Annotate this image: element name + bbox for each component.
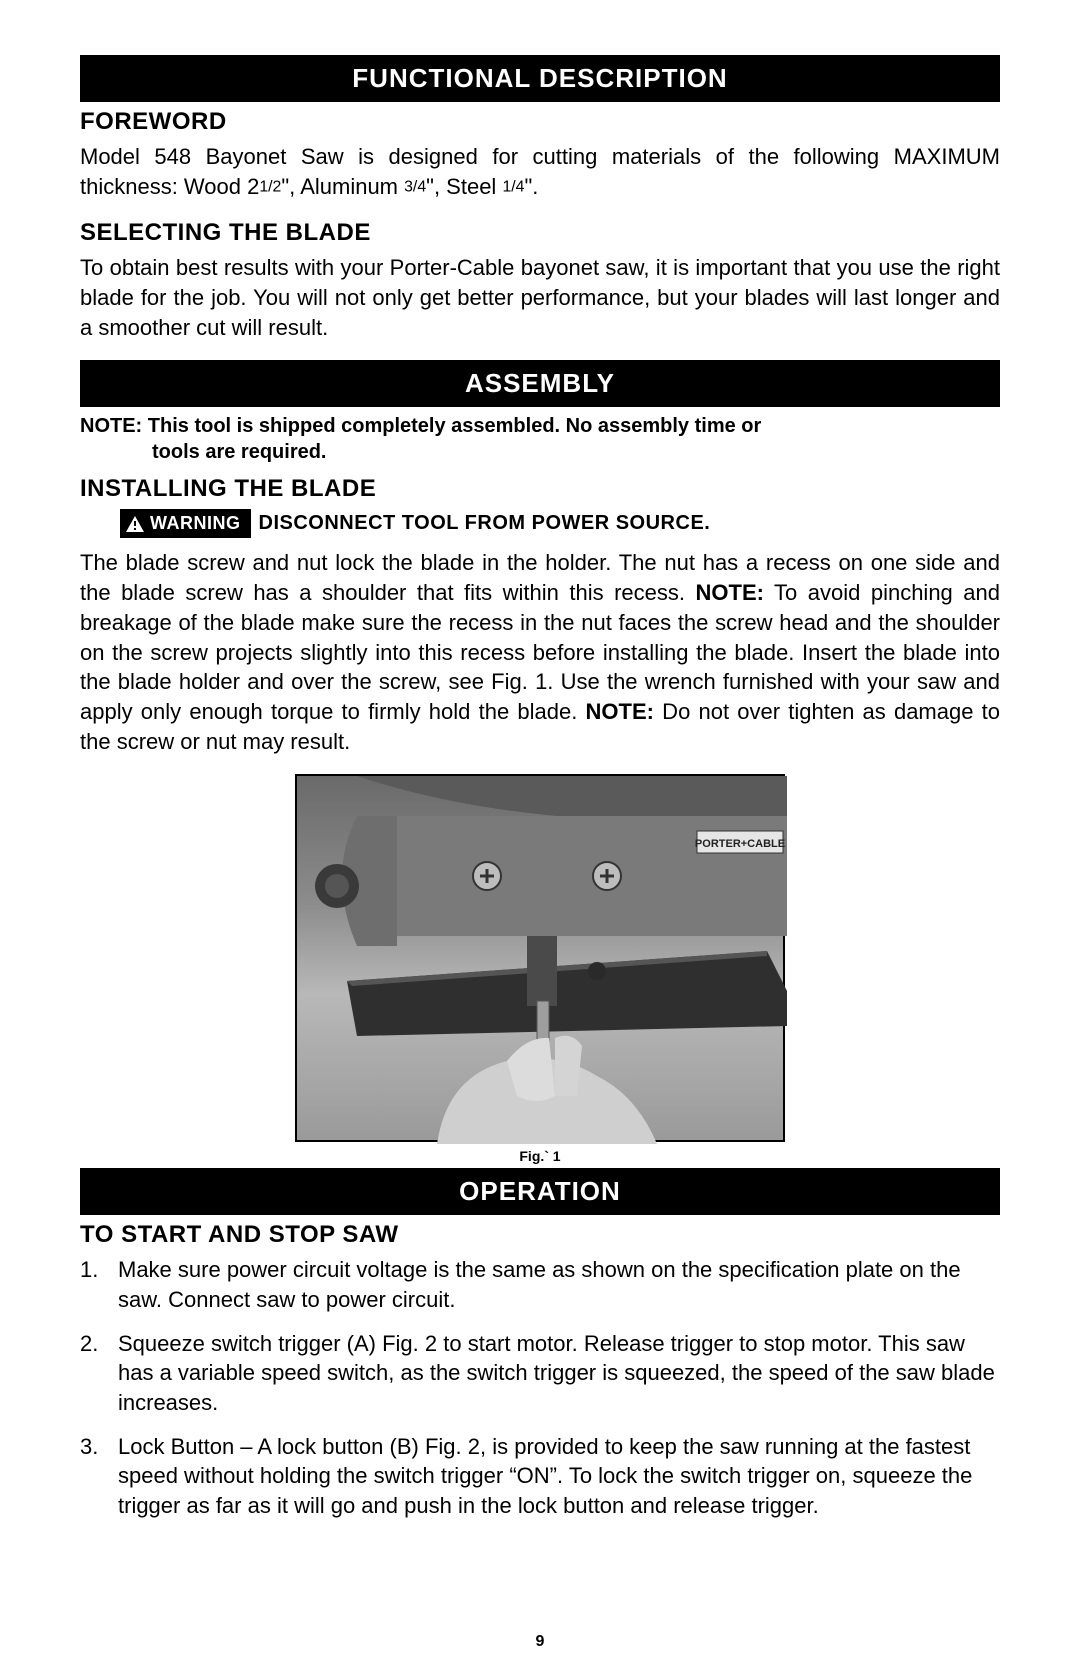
section-bar-functional: FUNCTIONAL DESCRIPTION (80, 55, 1000, 102)
start-stop-list: Make sure power circuit voltage is the s… (80, 1255, 1000, 1521)
brand-label: PORTER+CABLE (695, 838, 785, 850)
warning-triangle-icon (126, 516, 144, 532)
figure-1-caption: Fig.` 1 (519, 1148, 560, 1164)
list-item: Squeeze switch trigger (A) Fig. 2 to sta… (80, 1329, 1000, 1418)
figure-1-image: PORTER+CABLE (295, 774, 785, 1142)
manual-page: FUNCTIONAL DESCRIPTION FOREWORD Model 54… (0, 0, 1080, 1575)
heading-selecting-blade: SELECTING THE BLADE (80, 219, 1000, 247)
foreword-text: Model 548 Bayonet Saw is designed for cu… (80, 142, 1000, 201)
foreword-text-d: ". (524, 174, 538, 199)
page-number: 9 (0, 1633, 1080, 1651)
heading-start-stop: TO START AND STOP SAW (80, 1221, 1000, 1249)
foreword-text-c: ", Steel (426, 174, 502, 199)
installing-blade-note1-label: NOTE: (696, 580, 764, 605)
list-item: Make sure power circuit voltage is the s… (80, 1255, 1000, 1314)
fraction-steel: 1/4 (502, 178, 524, 195)
warning-line: WARNING DISCONNECT TOOL FROM POWER SOURC… (120, 509, 1000, 538)
figure-1: PORTER+CABLE Fig.` 1 (80, 774, 1000, 1164)
section-bar-operation: OPERATION (80, 1168, 1000, 1215)
selecting-blade-text: To obtain best results with your Porter-… (80, 253, 1000, 342)
heading-installing-blade: INSTALLING THE BLADE (80, 475, 1000, 503)
assembly-note-line2: tools are required. (80, 439, 1000, 465)
foreword-text-a: Model 548 Bayonet Saw is designed for cu… (80, 144, 1000, 199)
list-item: Lock Button – A lock button (B) Fig. 2, … (80, 1432, 1000, 1521)
fraction-aluminum: 3/4 (404, 178, 426, 195)
figure-1-svg: PORTER+CABLE (297, 776, 787, 1144)
assembly-note: NOTE: This tool is shipped completely as… (80, 413, 1000, 465)
fraction-wood: 1/2 (259, 178, 281, 195)
assembly-note-line1: NOTE: This tool is shipped completely as… (80, 415, 761, 437)
installing-blade-note2-label: NOTE: (586, 699, 654, 724)
warning-text: DISCONNECT TOOL FROM POWER SOURCE. (259, 512, 711, 535)
warning-badge-label: WARNING (150, 513, 241, 534)
foreword-text-b: ", Aluminum (281, 174, 404, 199)
heading-foreword: FOREWORD (80, 108, 1000, 136)
warning-badge: WARNING (120, 509, 251, 538)
installing-blade-body: The blade screw and nut lock the blade i… (80, 548, 1000, 756)
section-bar-assembly: ASSEMBLY (80, 360, 1000, 407)
